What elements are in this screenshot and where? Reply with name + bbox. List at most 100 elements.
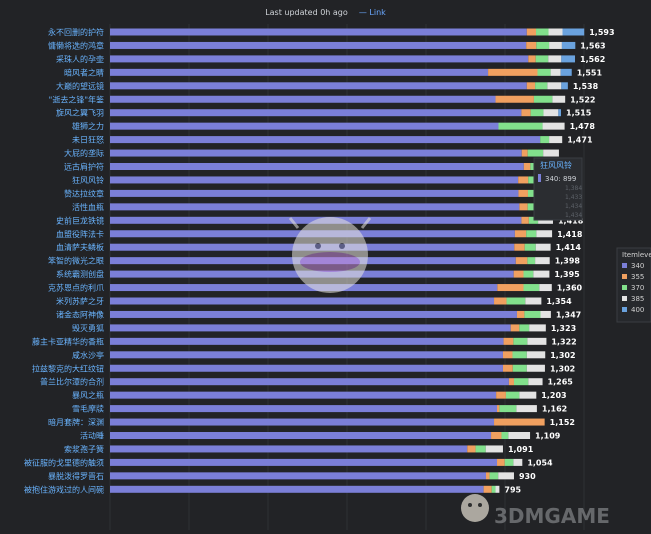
bar-segment-340[interactable] [110,176,519,184]
bar-segment-355[interactable] [491,432,502,439]
bar-segment-355[interactable] [497,284,524,292]
bar-segment-370[interactable] [533,95,553,103]
bar-segment-355[interactable] [496,391,506,399]
bar-segment-340[interactable] [110,122,499,130]
bar-segment-385[interactable] [543,109,559,117]
bar-segment-370[interactable] [537,68,551,76]
bar-segment-400[interactable] [560,68,572,76]
bar-segment-385[interactable] [527,337,547,345]
legend-swatch[interactable] [622,285,627,290]
bar-segment-385[interactable] [519,391,537,399]
bar-segment-355[interactable] [495,95,534,103]
bar-segment-370[interactable] [489,472,499,480]
bar-segment-385[interactable] [508,432,531,439]
bar-segment-385[interactable] [526,364,545,372]
bar-segment-340[interactable] [110,109,522,117]
bar-segment-370[interactable] [528,216,539,224]
bar-segment-340[interactable] [110,405,498,413]
link-icon[interactable]: — [358,8,367,17]
legend-swatch[interactable] [622,274,627,279]
bar-segment-370[interactable] [499,405,517,413]
bar-segment-340[interactable] [110,163,524,170]
bar-segment-340[interactable] [110,391,497,399]
bar-segment-340[interactable] [110,418,495,426]
bar-segment-355[interactable] [494,418,545,426]
bar-segment-340[interactable] [110,472,486,480]
bar-segment-385[interactable] [539,284,552,292]
bar-segment-340[interactable] [110,284,498,292]
bar-segment-400[interactable] [562,28,585,36]
bar-segment-370[interactable] [527,149,544,157]
bar-segment-340[interactable] [110,485,484,493]
bar-segment-355[interactable] [516,310,525,318]
bar-segment-340[interactable] [110,458,498,466]
bar-segment-370[interactable] [536,28,549,36]
link-label[interactable]: Link [369,8,386,17]
bar-segment-385[interactable] [535,243,551,251]
bar-segment-385[interactable] [552,95,566,103]
bar-segment-370[interactable] [523,284,540,292]
bar-segment-340[interactable] [110,189,519,197]
bar-segment-400[interactable] [561,41,576,49]
bar-segment-355[interactable] [521,109,531,117]
legend-label[interactable]: 370 [631,284,644,292]
bar-segment-355[interactable] [502,364,513,372]
bar-segment-370[interactable] [475,445,486,453]
bar-segment-385[interactable] [550,68,561,76]
bar-segment-385[interactable] [549,136,563,144]
bar-segment-355[interactable] [521,216,529,224]
bar-segment-370[interactable] [528,176,538,184]
bar-segment-385[interactable] [498,472,514,480]
bar-segment-370[interactable] [519,324,530,332]
bar-segment-370[interactable] [535,82,548,90]
legend-label[interactable]: 355 [631,273,644,281]
bar-segment-370[interactable] [527,189,537,197]
bar-segment-355[interactable] [508,378,514,386]
bar-segment-340[interactable] [110,337,504,345]
bar-segment-385[interactable] [528,378,543,386]
legend-swatch[interactable] [622,296,627,301]
bar-segment-370[interactable] [527,257,536,265]
bar-segment-340[interactable] [110,203,520,211]
bar-segment-355[interactable] [497,458,505,466]
bar-segment-385[interactable] [547,82,562,90]
bar-segment-370[interactable] [535,55,549,63]
bar-segment-355[interactable] [518,189,528,197]
bar-segment-340[interactable] [110,432,492,439]
bar-segment-340[interactable] [110,324,511,332]
bar-segment-355[interactable] [526,28,537,36]
bar-segment-340[interactable] [110,28,527,36]
bar-segment-340[interactable] [110,378,509,386]
bar-segment-340[interactable] [110,136,541,144]
bar-segment-340[interactable] [110,364,503,372]
bar-segment-340[interactable] [110,297,495,305]
bar-segment-370[interactable] [512,351,527,359]
bar-segment-355[interactable] [526,82,536,90]
bar-segment-370[interactable] [506,297,526,305]
bar-segment-340[interactable] [110,351,503,359]
bar-segment-355[interactable] [503,337,514,345]
bar-segment-370[interactable] [501,432,509,439]
bar-segment-355[interactable] [513,270,524,278]
bar-segment-340[interactable] [110,55,529,63]
bar-segment-385[interactable] [516,405,537,413]
bar-segment-385[interactable] [529,324,546,332]
bar-segment-355[interactable] [521,149,528,157]
bar-segment-385[interactable] [536,230,553,238]
bar-segment-370[interactable] [523,270,534,278]
bar-segment-340[interactable] [110,310,517,318]
bar-segment-355[interactable] [523,163,531,170]
bar-segment-370[interactable] [527,203,537,211]
bar-segment-385[interactable] [513,458,523,466]
bar-segment-355[interactable] [497,405,500,413]
bar-segment-355[interactable] [502,351,513,359]
bar-segment-355[interactable] [526,41,537,49]
bar-segment-340[interactable] [110,68,489,76]
legend-label[interactable]: 340 [631,262,644,270]
bar-segment-355[interactable] [483,485,492,493]
legend-swatch[interactable] [622,263,627,268]
bar-segment-385[interactable] [542,122,565,130]
bar-segment-355[interactable] [494,297,507,305]
bar-segment-385[interactable] [533,270,550,278]
bar-segment-370[interactable] [498,122,543,130]
